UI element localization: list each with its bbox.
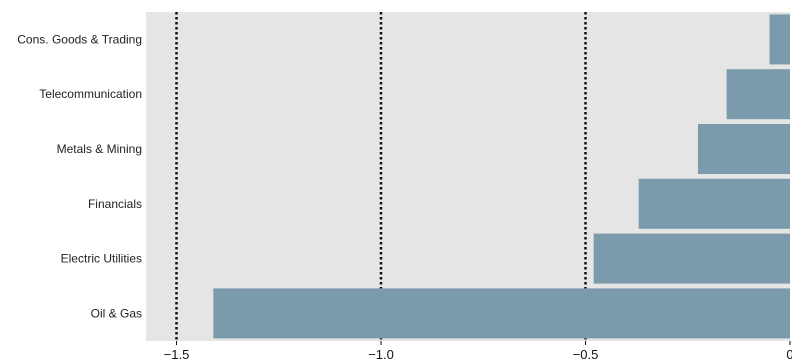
x-tick-label: −1.0: [368, 347, 394, 362]
bar: [594, 234, 790, 284]
category-label: Metals & Mining: [57, 142, 142, 156]
bar: [698, 124, 790, 174]
x-tick-label: −0.5: [573, 347, 599, 362]
category-label: Financials: [88, 197, 142, 211]
category-label: Telecommunication: [39, 87, 142, 101]
bar: [213, 288, 790, 338]
bar: [727, 69, 790, 119]
category-labels: Cons. Goods & Trading Telecommunication Me…: [17, 32, 142, 320]
bar: [639, 179, 790, 229]
category-label: Cons. Goods & Trading: [17, 32, 142, 46]
x-tick-label: 0: [786, 347, 792, 362]
x-axis-ticks: −1.5 −0.5 −1.0 0: [164, 341, 792, 362]
category-label: Electric Utilities: [61, 252, 142, 266]
bar: [770, 14, 790, 64]
category-label: Oil & Gas: [91, 306, 142, 320]
x-tick-label: −1.5: [164, 347, 190, 362]
